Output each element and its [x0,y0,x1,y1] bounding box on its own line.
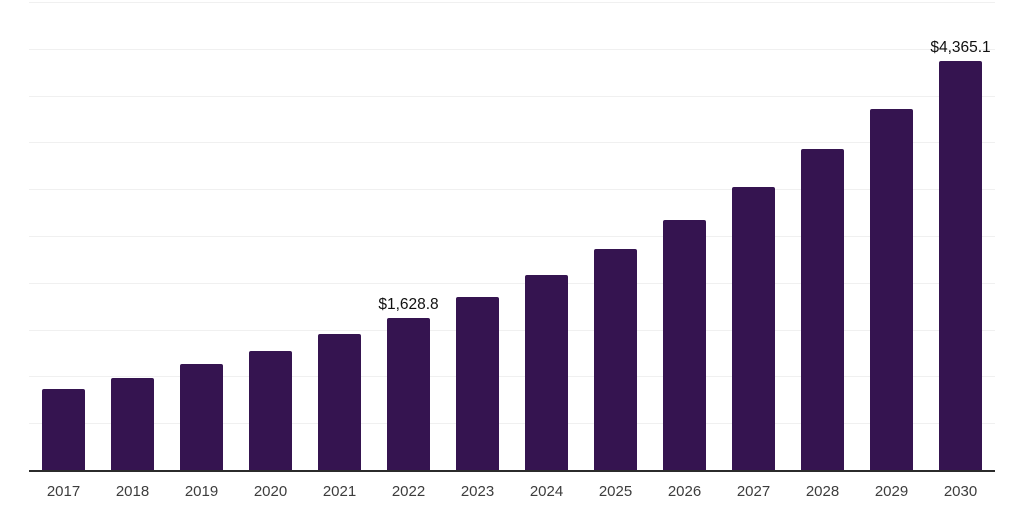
bar-2024[interactable] [525,274,568,470]
x-tick-label-2019: 2019 [184,483,219,500]
x-tick-label-2024: 2024 [529,483,564,500]
gridline [29,95,995,97]
bar-2019[interactable] [180,364,223,470]
gridline [29,282,995,284]
x-tick-label-2022: 2022 [391,483,426,500]
x-tick-label-2021: 2021 [322,483,357,500]
gridline [29,423,995,425]
gridline [29,48,995,50]
x-tick-label-2025: 2025 [598,483,633,500]
bar-2030[interactable] [939,61,982,470]
x-tick-label-2017: 2017 [46,483,81,500]
x-tick-label-2027: 2027 [736,483,771,500]
bar-2026[interactable] [663,219,706,470]
gridline [29,376,995,378]
data-label-2022: $1,628.8 [378,295,439,313]
x-axis-line [29,470,995,472]
gridline [29,329,995,331]
x-tick-label-2020: 2020 [253,483,288,500]
gridline [29,142,995,144]
x-tick-label-2023: 2023 [460,483,495,500]
bar-2021[interactable] [318,334,361,470]
bar-2027[interactable] [732,186,775,470]
bar-2020[interactable] [249,351,292,470]
data-label-2030: $4,365.1 [930,39,991,57]
x-tick-label-2018: 2018 [115,483,150,500]
gridline [29,2,995,3]
bar-2028[interactable] [801,149,844,470]
bar-2017[interactable] [42,389,85,470]
bar-2029[interactable] [870,108,913,470]
bar-2018[interactable] [111,378,154,470]
bar-2025[interactable] [594,248,637,470]
x-tick-label-2030: 2030 [943,483,978,500]
gridline [29,236,995,237]
x-tick-label-2028: 2028 [805,483,840,500]
gridline [29,189,995,191]
x-tick-label-2026: 2026 [667,483,702,500]
x-tick-label-2029: 2029 [874,483,909,500]
bar-2023[interactable] [456,297,499,470]
bar-2022[interactable] [387,317,430,470]
